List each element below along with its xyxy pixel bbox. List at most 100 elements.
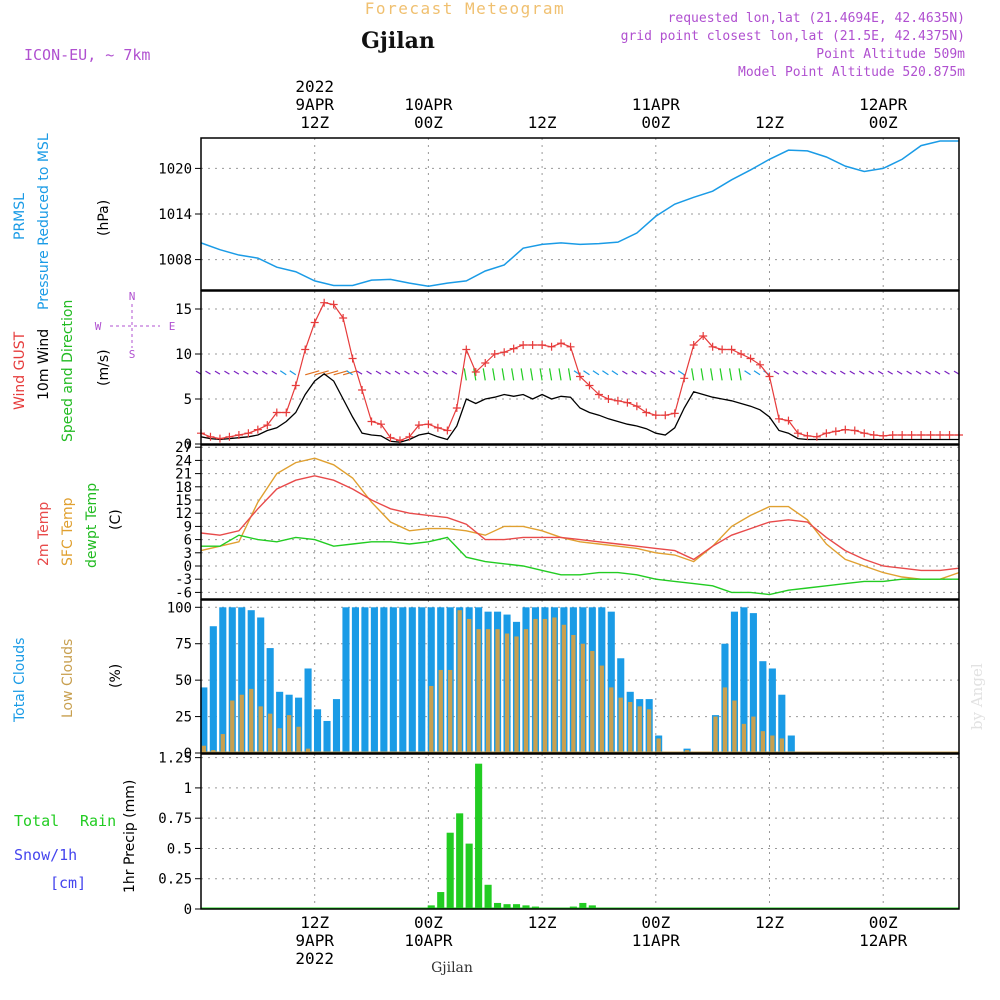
wind-direction-arrow (821, 370, 827, 375)
gust-marker (320, 298, 329, 307)
wind-direction-arrow (305, 370, 320, 376)
y-tick-label: 1.25 (158, 751, 192, 767)
model-label: ICON-EU, ~ 7km (24, 46, 150, 64)
gust-marker (831, 427, 840, 436)
total-cloud-bar (370, 607, 378, 753)
time-tick-label: 00Z (869, 113, 898, 132)
gust-marker (301, 345, 310, 354)
total-rain-label: Total (14, 812, 59, 830)
wind-direction-arrow (925, 370, 931, 375)
wind-direction-arrow (896, 370, 903, 375)
gust-marker (917, 431, 926, 439)
gust-marker (945, 431, 954, 439)
time-tick-label: 00Z (641, 113, 670, 132)
wind-direction-arrow (953, 370, 960, 375)
wind-direction-arrow (442, 370, 448, 375)
point-altitude: Point Altitude 509m (816, 47, 965, 62)
rain-bar (494, 902, 502, 909)
y-tick-label: 21 (175, 467, 192, 483)
gust-marker (699, 332, 708, 340)
wind-direction-arrow (413, 370, 420, 375)
total-cloud-bar (247, 610, 255, 753)
wind-direction-arrow (839, 370, 846, 375)
gust-marker (822, 429, 831, 438)
gust-marker (386, 433, 395, 442)
gust-marker (471, 368, 480, 376)
low-cloud-bar (637, 706, 642, 753)
time-tick-label: 12Z (300, 913, 329, 932)
temperature-panel (200, 457, 960, 596)
low-cloud-bar (504, 633, 510, 753)
gust-marker (774, 414, 783, 423)
wind-direction-arrow (641, 370, 647, 375)
time-tick-label: 12APR (859, 95, 908, 114)
low-cloud-bar (741, 723, 747, 753)
total-cloud-bar (361, 607, 369, 753)
gust-marker (926, 431, 935, 439)
gust-marker (433, 423, 442, 432)
wind-direction-arrow (451, 370, 458, 375)
gust-marker (623, 398, 632, 407)
rain-bar (512, 904, 521, 909)
rain-bar (446, 832, 454, 909)
gust-marker (784, 416, 793, 425)
wind-direction-arrow (539, 368, 543, 381)
wind-direction-arrow (691, 368, 695, 381)
wind-direction-arrow (592, 370, 600, 376)
sfc-temp-line (200, 457, 960, 580)
wind-direction-arrow (744, 370, 751, 376)
wind-direction-arrow (677, 370, 685, 376)
time-tick-label: 12Z (755, 913, 784, 932)
gust-marker (509, 344, 518, 353)
low-cloud-bar (514, 636, 519, 753)
time-tick-label: 12Z (300, 113, 329, 132)
wind-direction-arrow (394, 370, 401, 375)
gust-marker (234, 431, 243, 439)
gust-marker (339, 314, 348, 322)
gust-marker (414, 421, 423, 430)
total-cloud-bar (399, 607, 407, 753)
total-cloud-bar (228, 607, 236, 753)
wind-direction-arrow (233, 370, 240, 375)
low-cloud-bar (457, 610, 462, 753)
wind-direction-arrow (583, 370, 590, 376)
gust-marker (557, 339, 566, 348)
low-cloud-bar (751, 716, 756, 753)
wind-direction-arrow (877, 370, 884, 375)
gust-marker (936, 431, 945, 439)
low-cloud-bar (277, 728, 282, 753)
total-cloud-bar (295, 697, 303, 753)
total-cloud-bar (768, 668, 776, 753)
wind-direction-arrow (520, 368, 524, 381)
panel-frame (200, 753, 960, 910)
gust-marker (329, 300, 338, 309)
time-tick-label: 9APR (295, 95, 334, 114)
wind-direction-arrow (404, 370, 410, 375)
wind-direction-arrow (944, 370, 950, 375)
rain-bar (427, 905, 435, 909)
low-cloud-bar (305, 748, 311, 753)
time-tick-label: 12Z (528, 113, 557, 132)
gust-marker (282, 408, 291, 417)
gust-marker (500, 348, 509, 357)
low-cloud-bar (542, 618, 548, 753)
wind-label: 10m Wind (36, 329, 52, 400)
gust-marker (490, 350, 499, 358)
low-cloud-bar (533, 618, 538, 753)
wind-direction-arrow (195, 370, 202, 375)
compass-n: N (129, 290, 136, 303)
gust-marker (689, 341, 698, 349)
rain-bar (465, 843, 473, 909)
wind-direction-arrow (659, 370, 666, 375)
wind-direction-arrow (423, 370, 429, 375)
gust-marker (613, 396, 622, 405)
total-cloud-bar (418, 607, 426, 753)
wind-direction-arrow (271, 370, 278, 375)
y-tick-label: 6 (184, 533, 192, 549)
time-tick-label: 9APR (295, 931, 334, 950)
wind-direction-arrow (432, 370, 439, 375)
requested-coords: requested lon,lat (21.4694E, 42.4635N) (668, 11, 965, 26)
total-cloud-bar (323, 720, 331, 753)
low-cloud-bar (286, 715, 292, 753)
